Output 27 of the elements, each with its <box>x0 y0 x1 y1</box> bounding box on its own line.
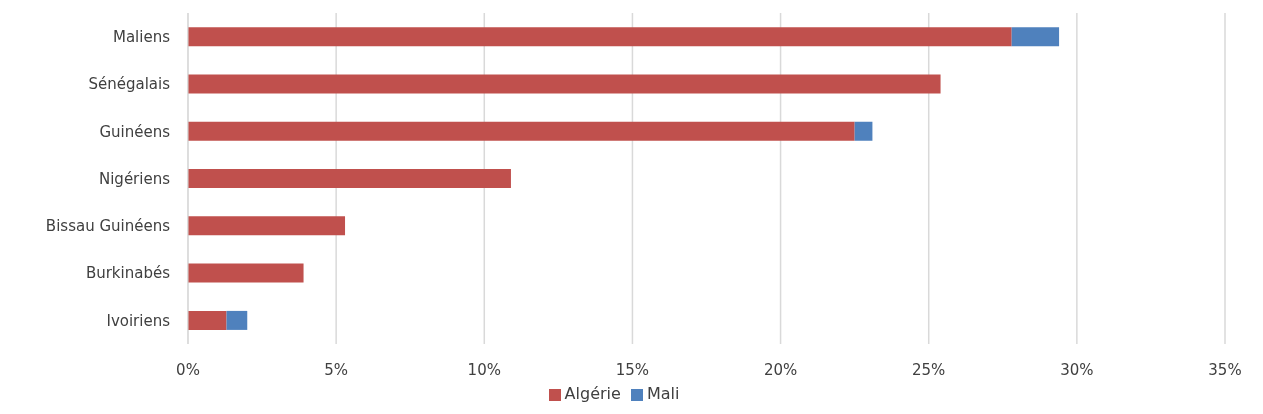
bar <box>188 121 855 141</box>
bar <box>226 310 248 330</box>
y-tick-label: Nigériens <box>98 169 171 188</box>
bar <box>188 74 941 94</box>
x-tick-label: 20% <box>763 360 798 379</box>
x-tick-label: 5% <box>324 360 349 379</box>
y-tick-label: Ivoiriens <box>106 311 171 330</box>
legend-label: Algérie <box>564 384 621 403</box>
x-tick-label: 15% <box>615 360 650 379</box>
x-tick-label: 10% <box>467 360 501 379</box>
bar <box>188 169 511 189</box>
y-tick-label: Bissau Guinéens <box>45 217 171 236</box>
bar <box>1011 27 1060 47</box>
bar <box>188 263 304 283</box>
bar <box>188 310 227 330</box>
legend-label: Mali <box>646 384 680 403</box>
y-tick-label: Sénégalais <box>88 75 171 94</box>
y-tick-label: Burkinabés <box>85 264 171 283</box>
x-tick-label: 30% <box>1060 360 1094 379</box>
y-tick-label: Guinéens <box>99 122 171 141</box>
x-tick-label: 25% <box>912 360 946 379</box>
bar <box>188 216 346 236</box>
x-tick-label: 35% <box>1208 360 1242 379</box>
x-tick-label: 0% <box>176 360 200 379</box>
bar <box>854 121 873 141</box>
y-tick-label: Maliens <box>112 27 171 46</box>
bar <box>188 27 1012 47</box>
